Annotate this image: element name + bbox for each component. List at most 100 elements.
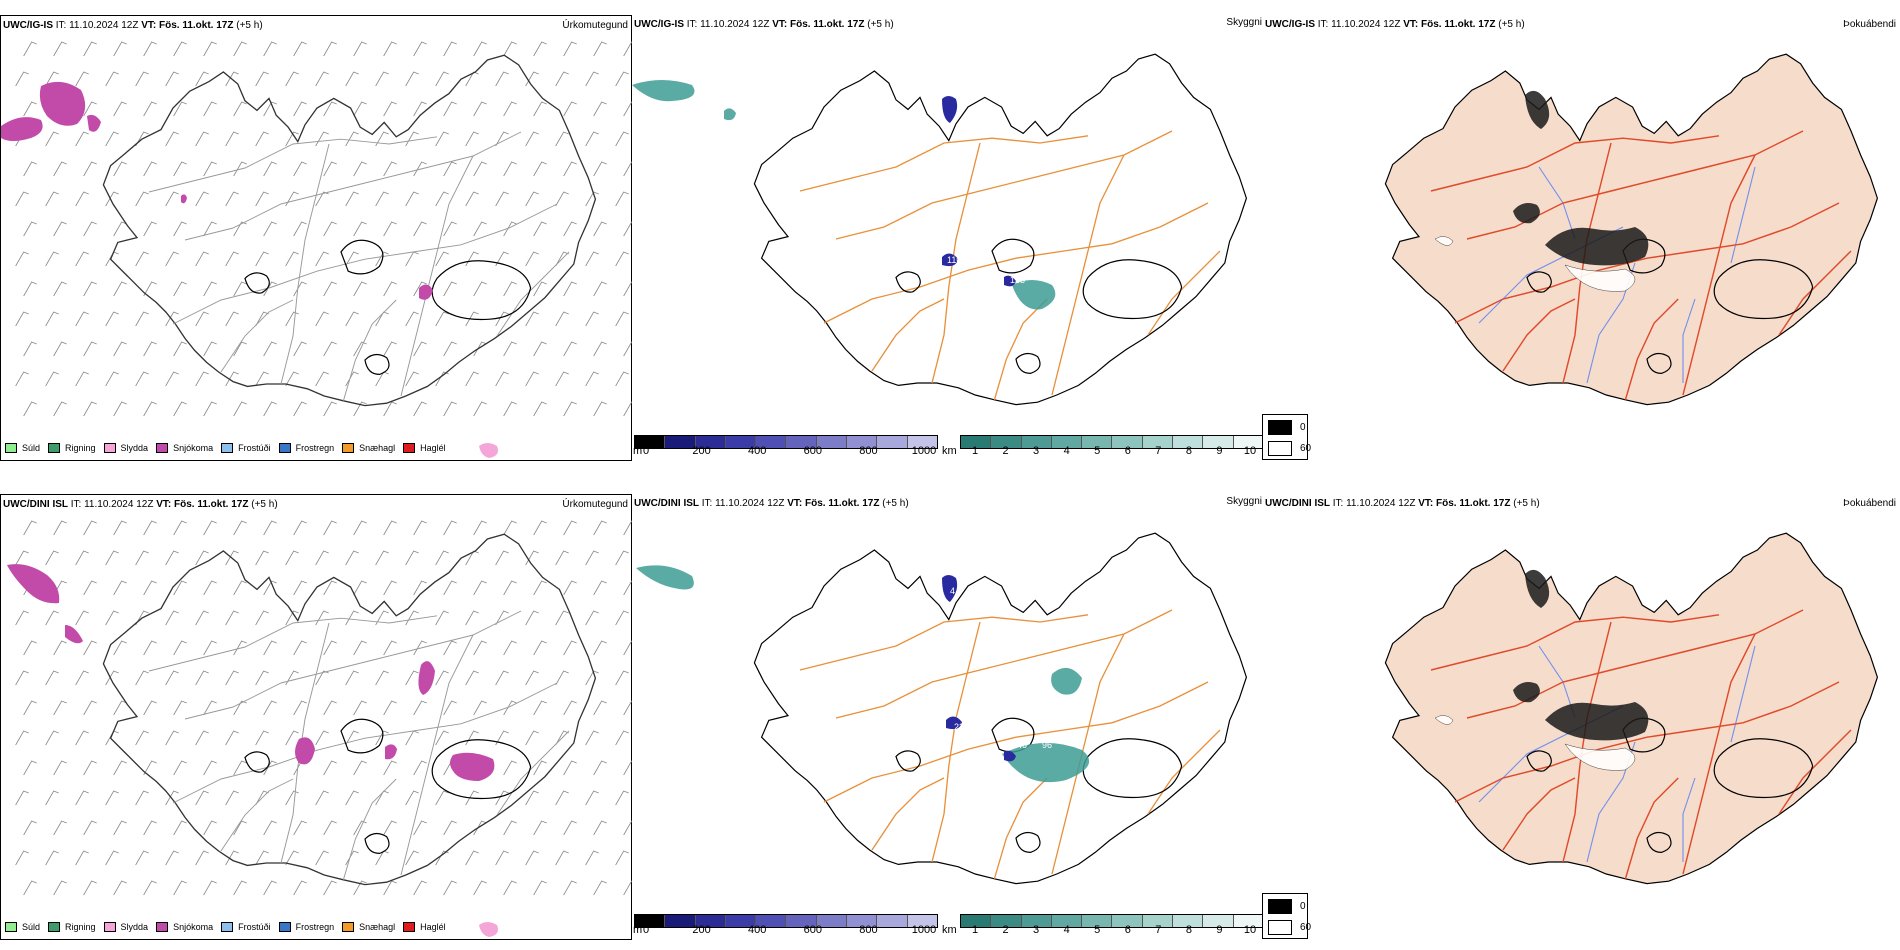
- colorbar-tick: 2: [1002, 445, 1009, 457]
- wind-barb: [263, 820, 277, 836]
- wind-barb: [585, 191, 599, 207]
- fog-label-low: 0: [1300, 901, 1306, 912]
- wind-barb: [495, 131, 509, 147]
- wind-barb: [173, 820, 187, 836]
- wind-barb: [345, 191, 359, 207]
- legend-label: Súld: [22, 922, 41, 932]
- legend-swatch: [5, 443, 17, 453]
- wind-barb: [293, 221, 307, 237]
- panel-header: UWC/IG-IS IT: 11.10.2024 12Z VT: Fös. 11…: [634, 19, 894, 30]
- legend-label: Slydda: [120, 443, 149, 453]
- colorbar-cell: [1051, 915, 1083, 927]
- wind-barb: [615, 730, 629, 746]
- fog-index-area: [1564, 743, 1636, 771]
- wind-barb: [405, 790, 419, 806]
- wind-barb: [293, 41, 307, 57]
- sleet-area: [479, 443, 498, 458]
- fog-index-area: [1525, 569, 1550, 608]
- colorbar-tick: 4: [1063, 924, 1070, 936]
- fog-legend: 0 60: [1262, 414, 1311, 460]
- lead-time: (+5 h): [233, 20, 263, 31]
- wind-barb: [413, 520, 427, 536]
- wind-barb: [503, 820, 517, 836]
- wind-barb: [23, 161, 37, 177]
- wind-barb: [405, 371, 419, 387]
- glacier-outline: [895, 271, 921, 293]
- colorbar-tick: 3: [1033, 445, 1040, 457]
- wind-barb: [503, 580, 517, 596]
- wind-barb: [143, 640, 157, 656]
- legend-swatch: [403, 443, 416, 453]
- wind-barb: [533, 341, 547, 357]
- wind-barb: [593, 101, 607, 117]
- lead-time: (+5 h): [1495, 19, 1525, 30]
- wind-barb: [383, 580, 397, 596]
- wind-barb: [113, 640, 127, 656]
- road-line: [1051, 154, 1125, 396]
- road-line: [496, 251, 570, 337]
- wind-barb: [233, 41, 247, 57]
- wind-barb: [293, 880, 307, 896]
- wind-barb: [503, 401, 517, 417]
- wind-barb: [113, 101, 127, 117]
- wind-barb: [533, 580, 547, 596]
- colorbar-cell: [961, 436, 992, 448]
- wind-barb: [53, 341, 67, 357]
- wind-barb: [623, 41, 633, 57]
- wind-barb: [503, 880, 517, 896]
- wind-barb: [465, 71, 479, 87]
- wind-barb: [473, 161, 487, 177]
- wind-barb: [623, 760, 633, 776]
- wind-barb: [105, 670, 119, 686]
- wind-barb: [23, 520, 37, 536]
- wind-barb: [443, 401, 457, 417]
- wind-barb: [615, 311, 629, 327]
- wind-barb: [233, 520, 247, 536]
- wind-barb: [405, 71, 419, 87]
- road-line: [220, 299, 294, 373]
- wind-barb: [113, 820, 127, 836]
- low-visibility-area: [636, 565, 694, 590]
- wind-barb: [495, 550, 509, 566]
- wind-barb: [593, 281, 607, 297]
- wind-barb: [495, 71, 509, 87]
- wind-barb: [443, 41, 457, 57]
- wind-barb: [563, 880, 577, 896]
- colorbar-cell: [907, 915, 937, 927]
- colorbar-tick: 200: [692, 445, 711, 457]
- ptype-map: [7, 520, 633, 937]
- wind-barb: [383, 221, 397, 237]
- wind-barb: [75, 850, 89, 866]
- wind-barb: [353, 880, 367, 896]
- lead-time: (+5 h): [1510, 498, 1540, 509]
- wind-barb: [563, 221, 577, 237]
- colorbar-cell: [1112, 436, 1143, 448]
- model-name: UWC/DINI ISL: [634, 498, 699, 509]
- road-line: [1430, 135, 1720, 192]
- wind-barb: [593, 640, 607, 656]
- wind-barb: [113, 580, 127, 596]
- sleet-area: [479, 922, 498, 937]
- wind-barb: [465, 191, 479, 207]
- wind-barb: [495, 191, 509, 207]
- colorbar-cell: [1173, 436, 1204, 448]
- wind-barb: [75, 790, 89, 806]
- legend-swatch: [156, 443, 169, 453]
- road-line: [1147, 729, 1221, 815]
- wind-barb: [173, 401, 187, 417]
- wind-barb: [315, 670, 329, 686]
- wind-barb: [435, 71, 449, 87]
- wind-barb: [263, 580, 277, 596]
- fog-label-low: 0: [1300, 422, 1306, 433]
- fog-swatch-low: [1268, 899, 1292, 914]
- wind-barb: [105, 131, 119, 147]
- init-time: IT: 11.10.2024 12Z: [699, 498, 788, 509]
- wind-barb: [623, 401, 633, 417]
- wind-barb: [165, 131, 179, 147]
- wind-barb: [473, 700, 487, 716]
- wind-barb: [53, 401, 67, 417]
- wind-barb: [83, 221, 97, 237]
- wind-barb: [233, 101, 247, 117]
- wind-barb: [443, 281, 457, 297]
- init-time: IT: 11.10.2024 12Z: [1330, 498, 1419, 509]
